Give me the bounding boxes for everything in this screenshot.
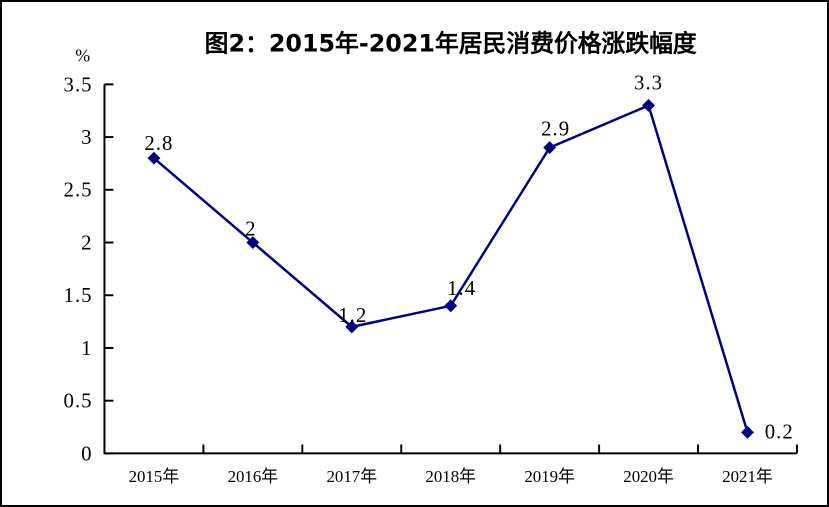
data-point-marker <box>741 425 754 439</box>
data-point-label: 3.3 <box>634 71 663 95</box>
y-axis-tick-label: 2 <box>81 230 92 254</box>
data-point-label: 2 <box>245 217 256 241</box>
data-point-marker <box>345 320 359 334</box>
chart-title: 图2：2015年-2021年居民消费价格涨跌幅度 <box>205 30 697 58</box>
x-axis-category-label: 2018年 <box>425 467 476 486</box>
y-axis-tick-label: 0 <box>81 441 92 465</box>
data-point-marker <box>444 299 458 313</box>
x-axis-category-label: 2015年 <box>129 467 180 486</box>
y-axis-tick-label: 1 <box>81 336 92 360</box>
y-axis-tick-label: 2.5 <box>64 178 93 202</box>
data-point-marker <box>246 236 260 249</box>
y-axis-tick-label: 1.5 <box>64 283 93 307</box>
data-point-marker <box>147 151 161 165</box>
y-axis-unit-label: % <box>75 46 90 66</box>
series-line <box>153 103 749 433</box>
x-axis-category-label: 2017年 <box>326 467 377 486</box>
y-axis-tick-label: 0.5 <box>64 389 93 413</box>
data-point-marker <box>543 141 557 155</box>
data-point-label: 0.2 <box>765 419 794 443</box>
x-axis-category-label: 2020年 <box>623 467 674 486</box>
data-point-label: 1.4 <box>447 276 476 300</box>
data-point-label: 2.9 <box>541 117 570 141</box>
x-axis-category-label: 2021年 <box>722 467 773 486</box>
y-axis-tick-label: 3.5 <box>64 72 93 96</box>
x-axis-category-label: 2016年 <box>228 467 279 486</box>
data-point-label: 1.2 <box>338 303 367 327</box>
plot-area: 0 0.5 1 1.5 2 2.5 3 3.5 2015年 2016年 2017年 2018年 2019… <box>64 71 798 486</box>
x-axis-category-label: 2019年 <box>524 467 575 486</box>
data-point-marker <box>642 98 656 112</box>
data-point-label: 2.8 <box>144 131 173 155</box>
y-axis-tick-label: 3 <box>81 125 92 149</box>
